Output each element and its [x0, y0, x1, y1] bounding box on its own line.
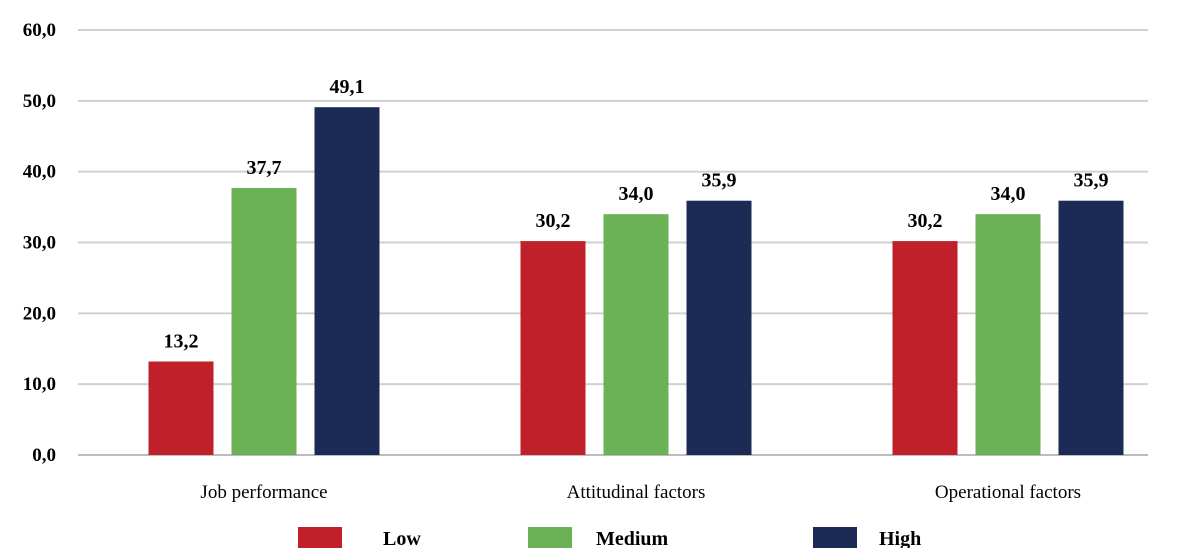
y-tick-label: 60,0	[23, 20, 56, 41]
legend-label-medium: Medium	[596, 528, 669, 548]
y-axis-tick-labels: 0,0 10,0 20,0 30,0 40,0 50,0 60,0	[23, 20, 56, 466]
bars	[148, 107, 1124, 456]
y-tick-label: 10,0	[23, 374, 56, 395]
data-label: 30,2	[536, 210, 571, 232]
legend-swatch-low	[298, 527, 342, 548]
x-category-label: Operational factors	[935, 482, 1081, 503]
legend-swatch-medium	[528, 527, 572, 548]
data-label: 37,7	[247, 157, 282, 179]
data-label: 13,2	[164, 331, 199, 353]
data-label: 49,1	[330, 76, 365, 98]
data-label: 35,9	[1074, 170, 1109, 192]
bar-medium	[603, 214, 669, 455]
bar-high	[686, 200, 752, 455]
data-labels: 13,2 37,7 49,1 30,2 34,0 35,9 30,2 34,0 35,9	[164, 76, 1109, 352]
legend-label-high: High	[879, 528, 921, 548]
bar-low	[892, 241, 958, 455]
y-tick-label: 40,0	[23, 162, 56, 183]
data-label: 34,0	[619, 183, 654, 205]
y-tick-label: 30,0	[23, 233, 56, 254]
y-tick-label: 50,0	[23, 91, 56, 112]
data-label: 35,9	[702, 170, 737, 192]
legend-label-low: Low	[383, 528, 421, 548]
legend: Low Medium High	[298, 527, 921, 548]
x-axis-category-labels: Job performance Attitudinal factors Operat…	[200, 482, 1081, 503]
bar-high	[1058, 200, 1124, 455]
bar-low	[520, 241, 586, 455]
bar-low	[148, 361, 214, 455]
bar-medium	[975, 214, 1041, 455]
data-label: 34,0	[991, 183, 1026, 205]
bar-high	[314, 107, 380, 455]
data-label: 30,2	[908, 210, 943, 232]
y-tick-label: 0,0	[32, 445, 56, 466]
x-category-label: Job performance	[200, 482, 327, 503]
bar-medium	[231, 187, 297, 456]
legend-swatch-high	[813, 527, 857, 548]
x-category-label: Attitudinal factors	[567, 482, 706, 503]
y-tick-label: 20,0	[23, 303, 56, 324]
